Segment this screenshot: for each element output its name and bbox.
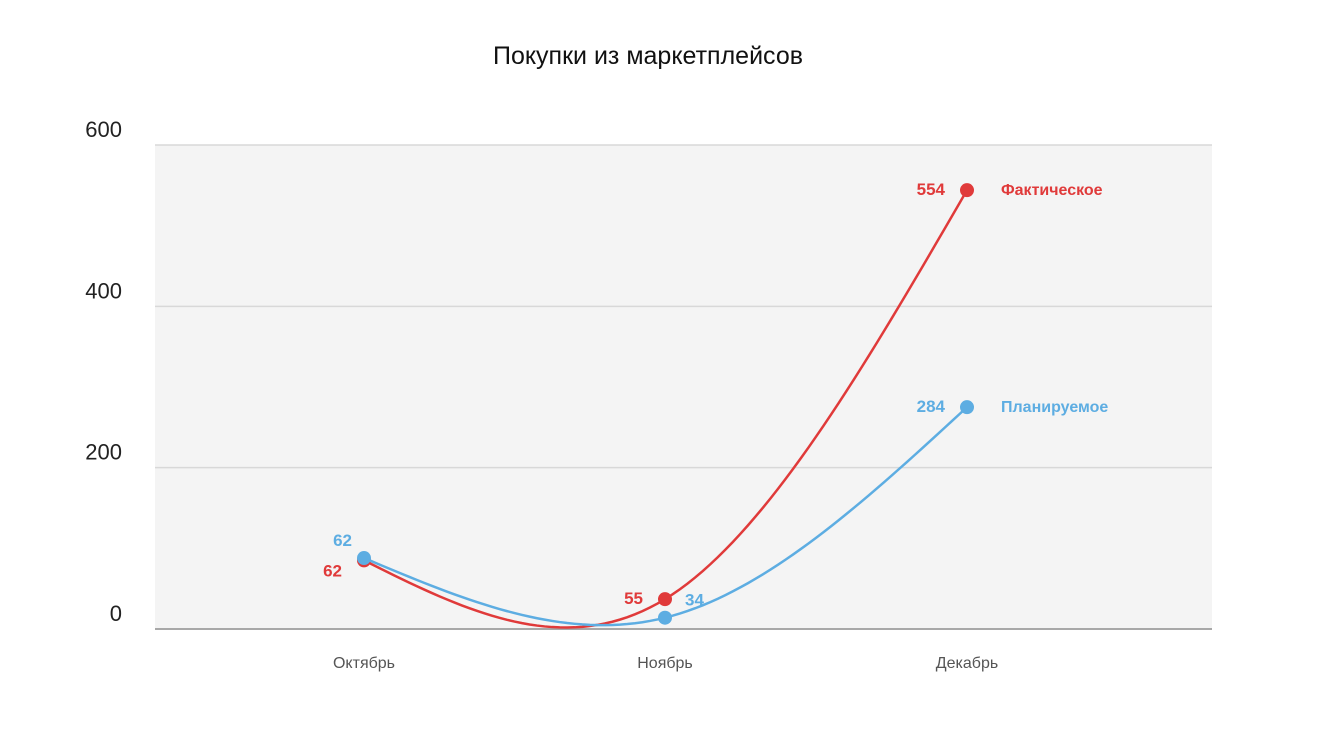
- data-label: 554: [917, 180, 946, 199]
- x-tick-label: Декабрь: [936, 655, 998, 672]
- data-label: 34: [685, 591, 704, 610]
- plan-series: [357, 400, 974, 627]
- data-label: 62: [323, 561, 342, 580]
- x-tick-label: Октябрь: [333, 655, 395, 672]
- series-group: [357, 183, 974, 629]
- data-label: 55: [624, 589, 643, 608]
- series-name-label: Фактическое: [1001, 182, 1103, 199]
- y-tick-label: 600: [85, 117, 122, 142]
- plot-background: [155, 145, 1212, 629]
- y-tick-label: 400: [85, 278, 122, 303]
- data-point: [357, 551, 371, 566]
- data-point: [658, 592, 672, 607]
- y-tick-label: 200: [85, 440, 122, 465]
- data-point: [960, 400, 974, 415]
- data-label: 62: [333, 531, 352, 550]
- x-tick-label: Ноябрь: [637, 655, 693, 672]
- data-point: [960, 183, 974, 198]
- data-label: 284: [917, 397, 946, 416]
- y-tick-label: 0: [110, 601, 122, 626]
- gridlines: [155, 144, 1212, 630]
- series-name-label: Планируемое: [1001, 399, 1108, 416]
- data-point: [658, 610, 672, 625]
- chart-title: Покупки из маркетплейсов: [492, 42, 804, 70]
- data-labels: 62 55 554 Фактическое 62 34 284 Планируемое: [323, 180, 1108, 610]
- y-axis-ticks: 0 200 400 600: [85, 117, 122, 626]
- x-axis-ticks: Октябрь Ноябрь Декабрь: [333, 655, 998, 672]
